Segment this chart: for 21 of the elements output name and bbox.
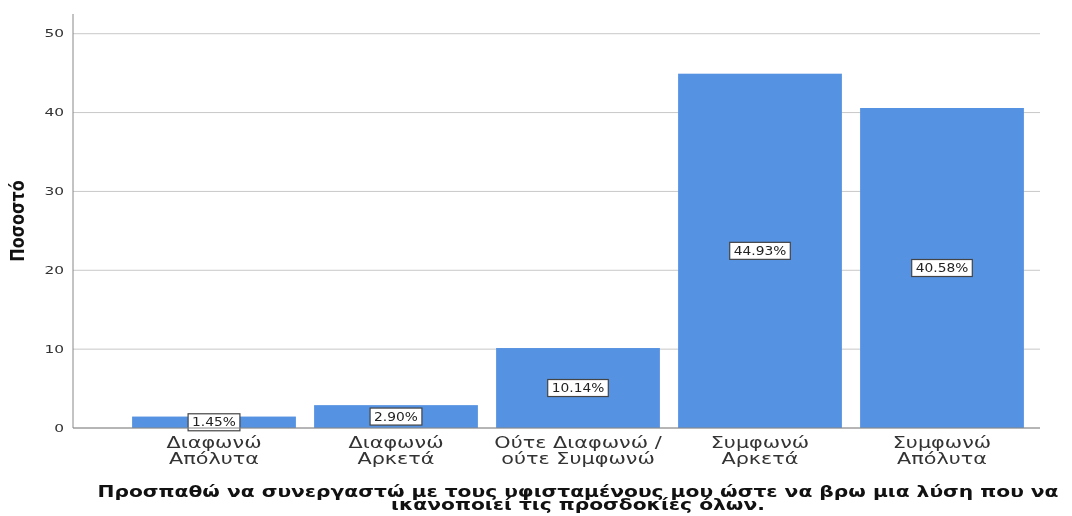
data-label: 2.90% bbox=[374, 409, 418, 424]
y-tick-label: 30 bbox=[44, 185, 64, 198]
x-axis-title: Προσπαθώ να συνεργαστώ με τους υφισταμένους μου ώστε να βρω μια λύση που να ικανοποιεί τις προσδοκίες όλων. bbox=[97, 482, 1059, 514]
y-tick-label: 20 bbox=[44, 264, 64, 277]
data-label: 10.14% bbox=[551, 381, 605, 395]
x-tick-label: Συμφωνώ Αρκετά bbox=[710, 433, 810, 468]
bar bbox=[678, 73, 842, 428]
data-label: 40.58% bbox=[915, 261, 969, 275]
x-tick-label: Συμφωνώ Απόλυτα bbox=[892, 433, 992, 468]
x-tick-label: Διαφωνώ Απόλυτα bbox=[166, 433, 262, 468]
data-label: 1.45% bbox=[192, 415, 236, 430]
data-label: 44.93% bbox=[733, 243, 787, 258]
x-tick-label: Ούτε Διαφωνώ / ούτε Συμφωνώ bbox=[494, 433, 663, 468]
y-tick-label: 0 bbox=[54, 421, 64, 435]
bar bbox=[860, 108, 1024, 428]
y-tick-label: 50 bbox=[44, 27, 64, 40]
y-tick-label: 40 bbox=[44, 106, 64, 119]
y-axis-title: Ποσοστό bbox=[6, 180, 29, 262]
x-tick-label: Διαφωνώ Αρκετά bbox=[348, 433, 444, 468]
y-tick-label: 10 bbox=[44, 342, 64, 356]
bar bbox=[496, 348, 660, 428]
